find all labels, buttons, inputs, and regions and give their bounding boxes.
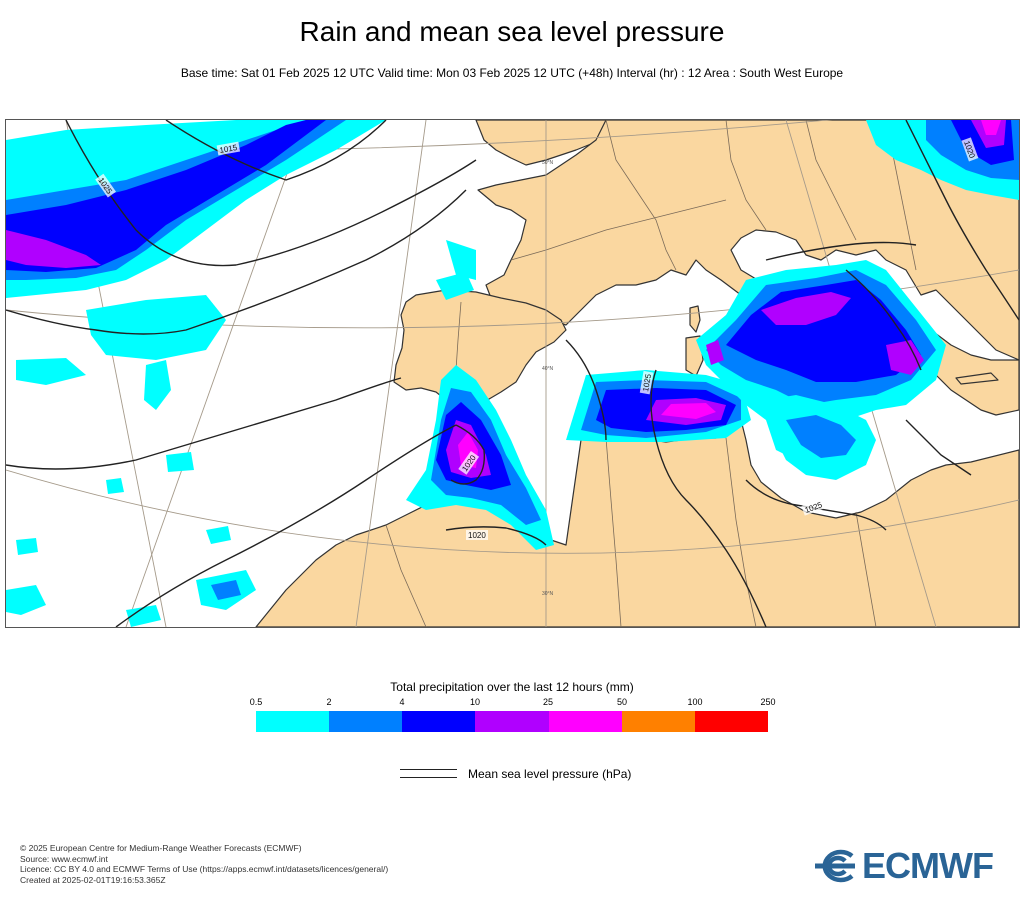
msl-legend-line [400,777,457,778]
precip-cell-9 [16,538,38,555]
precip-cell-1 [86,295,226,360]
precip-cell-13 [126,605,161,627]
legend-swatch [548,711,622,732]
precip-cell-5 [436,272,474,300]
legend-tick: 10 [469,697,480,707]
legend-colorbar [256,711,768,732]
precip-cell-7 [106,478,124,494]
precip-ionian-moderate [786,415,856,458]
country-borders [385,120,917,627]
precip-greece-very-heavy [886,340,924,375]
footer-copyright: © 2025 European Centre for Medium-Range … [20,843,302,853]
precip-cell-6 [446,240,476,280]
lat-label-30n: 30°N [542,591,554,597]
lat-label-50n: 50°N [542,160,554,166]
isobar-label-4: 1020 [466,530,488,540]
ecmwf-logo: ECMWF [812,846,1006,886]
svg-text:1020: 1020 [468,531,486,540]
legend-swatch [256,711,330,732]
isobars [6,120,1019,627]
precip-cell-3 [144,360,171,410]
lat-label-40n: 40°N [542,366,554,372]
latitude-labels: 50°N 40°N 30°N [542,160,554,597]
msl-legend-line [400,769,457,770]
chart-title: Rain and mean sea level pressure [299,16,725,47]
legend-tick: 50 [616,697,627,707]
svg-text:1025: 1025 [641,373,653,393]
legend-tick: 2 [326,697,332,707]
precip-cell-4 [166,452,194,472]
legend-tick: 0.5 [249,697,263,707]
map-canvas: 1015 1025 1020 1020 1025 1025 1020 50°N … [6,120,1019,627]
weather-map: 1015 1025 1020 1020 1025 1025 1020 50°N … [5,119,1020,628]
legend-tick: 25 [542,697,553,707]
legend-swatch [621,711,695,732]
legend-title: Total precipitation over the last 12 hou… [390,680,634,694]
legend-swatch [329,711,403,732]
precip-sardinia-very-heavy [706,340,724,365]
precip-ne-extreme [981,120,1001,135]
precip-cell-11 [211,580,241,600]
isobar-label-5: 1025 [639,370,654,395]
land-crete [955,372,999,385]
precip-cell-8 [206,526,231,544]
chart-subtitle: Base time: Sat 01 Feb 2025 12 UTC Valid … [180,66,844,80]
legend-tick: 100 [687,697,703,707]
ecmwf-logo-text: ECMWF [862,845,994,886]
footer: © 2025 European Centre for Medium-Range … [20,843,388,885]
footer-licence: Licence: CC BY 4.0 and ECMWF Terms of Us… [20,864,389,874]
precip-cell-12 [6,585,46,615]
footer-created: Created at 2025-02-01T19:16:53.365Z [20,874,166,885]
legend-tick: 4 [399,697,405,707]
precip-italy-very-heavy [761,292,851,325]
precip-africa-extreme [661,403,716,419]
precip-cell-2 [16,358,86,385]
land-iberia [393,289,567,405]
msl-legend-label: Mean sea level pressure (hPa) [468,767,632,781]
isobar-label-1: 1015 [216,141,241,156]
legend-ticks: 0.5 2 4 10 25 50 100 250 [240,697,785,709]
legend-tick: 250 [760,697,776,707]
footer-source: Source: www.ecmwf.int [20,853,108,864]
precip-atlantic-very-heavy [6,230,101,268]
svg-text:1015: 1015 [219,143,239,155]
precip-atlantic-heavy [6,120,326,272]
legend-swatch [475,711,549,732]
legend-swatch [694,711,768,732]
legend-swatch [402,711,476,732]
precipitation-layer [6,120,1019,627]
ecmwf-logo-icon [815,849,855,883]
